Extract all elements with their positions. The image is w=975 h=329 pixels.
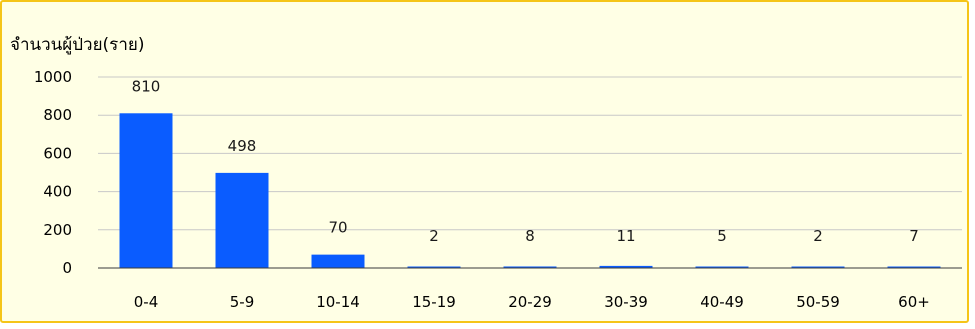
data-label-40-49: 5 xyxy=(717,227,727,245)
x-tick-label-40-49: 40-49 xyxy=(700,293,744,311)
bar-50-59 xyxy=(791,266,845,268)
x-tick-label-50-59: 50-59 xyxy=(796,293,840,311)
bar-60+ xyxy=(887,266,941,268)
bar-40-49 xyxy=(695,266,749,268)
data-label-30-39: 11 xyxy=(616,227,635,245)
x-tick-label-5-9: 5-9 xyxy=(230,293,255,311)
data-label-10-14: 70 xyxy=(328,219,347,237)
y-tick-label: 200 xyxy=(43,221,72,239)
y-tick-label: 0 xyxy=(62,259,72,277)
y-tick-label: 600 xyxy=(43,144,72,162)
x-tick-label-15-19: 15-19 xyxy=(412,293,456,311)
bars xyxy=(119,113,941,268)
bar-0-4 xyxy=(119,113,173,268)
x-tick-label-60+: 60+ xyxy=(898,293,930,311)
x-tick-label-0-4: 0-4 xyxy=(134,293,159,311)
x-tick-label-20-29: 20-29 xyxy=(508,293,552,311)
y-axis-title: จำนวนผู้ป่วย(ราย) xyxy=(10,35,144,55)
y-tick-label: 800 xyxy=(43,106,72,124)
x-axis-ticks: 0-4 5-9 10-14 15-19 20-29 30-39 40-49 50-59 60+ xyxy=(134,293,930,311)
bar-30-39 xyxy=(599,265,653,268)
bar-15-19 xyxy=(407,266,461,268)
y-axis-ticks: 0 200 400 600 800 1000 xyxy=(34,68,72,277)
data-label-20-29: 8 xyxy=(525,227,535,245)
bar-10-14 xyxy=(311,254,365,268)
bar-chart: จำนวนผู้ป่วย(ราย) 0 200 400 600 800 1000 810 4… xyxy=(10,35,962,311)
bar-5-9 xyxy=(215,172,269,268)
data-label-0-4: 810 xyxy=(132,77,161,95)
y-tick-label: 400 xyxy=(43,183,72,201)
data-label-5-9: 498 xyxy=(228,137,257,155)
data-label-15-19: 2 xyxy=(429,227,439,245)
chart-container: จำนวนผู้ป่วย(ราย) 0 200 400 600 800 1000 810 4… xyxy=(0,0,969,323)
data-label-50-59: 2 xyxy=(813,227,823,245)
data-labels: 810 498 70 2 8 11 5 2 7 xyxy=(132,77,919,245)
y-tick-label: 1000 xyxy=(34,68,72,86)
x-tick-label-10-14: 10-14 xyxy=(316,293,360,311)
x-tick-label-30-39: 30-39 xyxy=(604,293,648,311)
data-label-60+: 7 xyxy=(909,227,919,245)
bar-20-29 xyxy=(503,266,557,268)
